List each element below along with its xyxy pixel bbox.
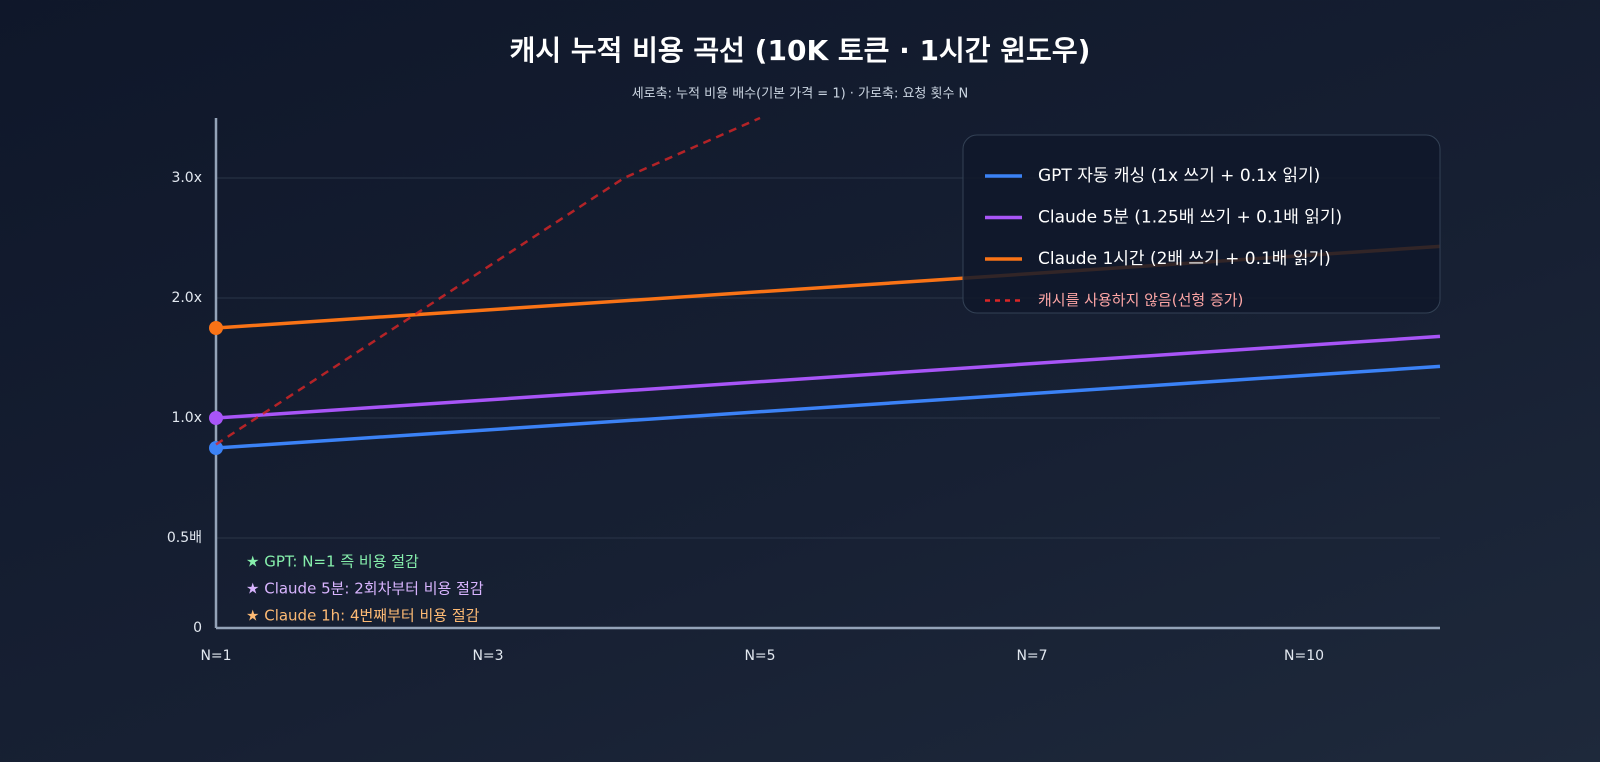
chart-subtitle: 세로축: 누적 비용 배수(기본 가격 = 1) · 가로축: 요청 횟수 N [632,87,969,102]
chart-title: 캐시 누적 비용 곡선 (10K 토큰 · 1시간 윈도우) [510,34,1091,67]
point [209,411,223,425]
series-line [215,364,1441,450]
legend-label: 캐시를 사용하지 않음(선형 증가) [1038,291,1243,309]
y-tick-label: 3.0x [171,170,202,186]
x-tick-label: N=10 [1284,648,1324,664]
point [209,321,223,335]
annotation: ★ Claude 5분: 2회차부터 비용 절감 [246,580,484,598]
annotation: ★ GPT: N=1 즉 비용 절감 [246,553,419,571]
annotation: ★ Claude 1h: 4번째부터 비용 절감 [246,607,480,625]
y-tick-label: 2.0x [171,290,202,306]
legend-label: Claude 5분 (1.25배 쓰기 + 0.1배 읽기) [1038,208,1342,228]
x-tick-label: N=5 [744,648,775,664]
series-line [215,334,1441,420]
legend-label: Claude 1시간 (2배 쓰기 + 0.1배 읽기) [1038,249,1331,269]
legend-box [962,134,1441,314]
y-tick-label: 0.5배 [167,530,202,546]
legend-label: GPT 자동 캐싱 (1x 쓰기 + 0.1x 읽기) [1038,166,1320,186]
x-tick-label: N=1 [200,648,231,664]
point [209,441,223,455]
series-line [215,116,761,446]
x-tick-label: N=3 [472,648,503,664]
x-tick-label: N=7 [1016,648,1047,664]
y-tick-label: 1.0x [171,410,202,426]
y-tick-label: 0 [193,620,202,636]
